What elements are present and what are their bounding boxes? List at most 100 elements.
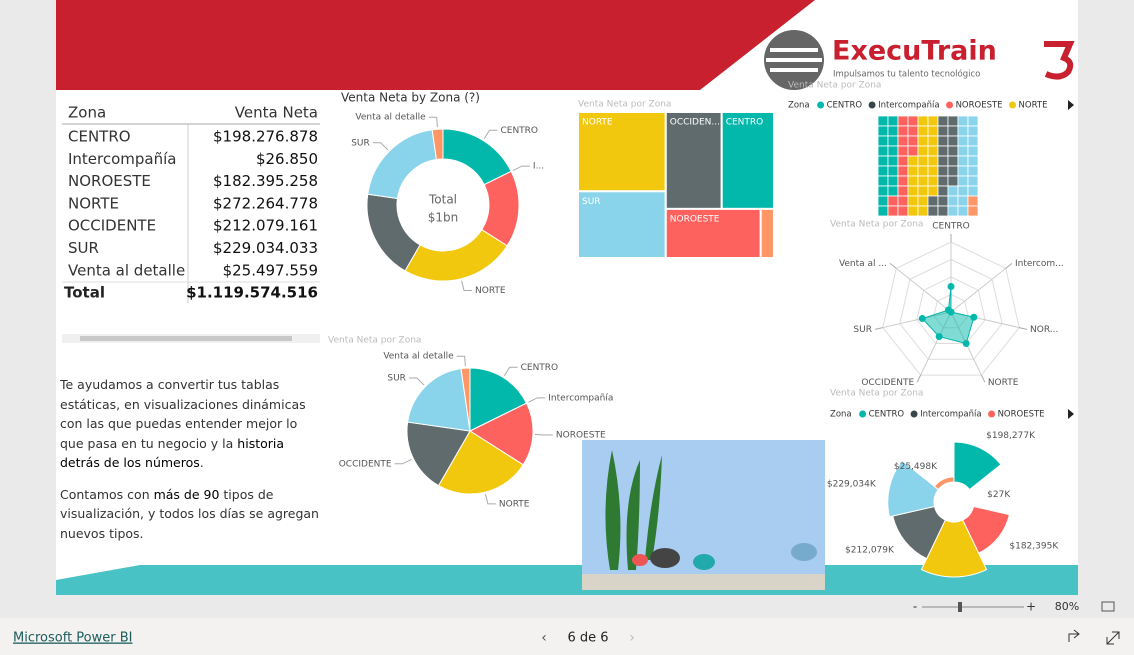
waffle-cell [947, 125, 959, 137]
slice-label: Venta al detalle [355, 113, 426, 123]
logo: ExecuTrain Impulsamos tu talento tecnoló… [764, 30, 1075, 90]
radar-point [947, 283, 955, 291]
waffle-cell [907, 185, 919, 197]
waffle-cell [957, 205, 969, 217]
center-label: Total [428, 193, 457, 207]
waffle-cell [897, 205, 909, 217]
axis-label: Venta al ... [839, 259, 887, 269]
waffle-cell [947, 145, 959, 157]
text-run: tipos de visualización, y todos los días… [60, 486, 319, 541]
tile [759, 207, 775, 259]
legend-next[interactable] [1068, 100, 1074, 110]
waffle-cell [937, 165, 949, 177]
waffle-cell [947, 205, 959, 217]
aquarium [582, 440, 825, 590]
row-label: Intercompañía [68, 150, 177, 168]
radar-ring [899, 258, 1003, 360]
legend-entry: CENTRO [869, 410, 905, 420]
leader-line [372, 142, 389, 151]
waffle-cell [937, 195, 949, 207]
waffle-cell [887, 135, 899, 147]
row-value: $272.264.778 [213, 194, 318, 212]
waffle-cell [967, 155, 979, 167]
waffle-cell [967, 165, 979, 177]
slice [460, 367, 471, 432]
row-value: $26.850 [256, 150, 318, 168]
fit-page[interactable] [1101, 601, 1115, 612]
legend-marker [988, 410, 996, 418]
waffle-cell [917, 185, 929, 197]
waffle-cell [877, 115, 889, 127]
waffle-cell [957, 125, 969, 137]
prev-page[interactable]: ‹ [541, 630, 547, 646]
waffle-cell [927, 195, 939, 207]
scrollbar[interactable] [62, 334, 320, 343]
waffle-cell [907, 125, 919, 137]
table: Zona Venta Neta [62, 104, 320, 303]
leader-line [408, 377, 425, 386]
leader-line [456, 355, 466, 367]
waffle-cell [927, 155, 939, 167]
legend-entry: NORTE [1019, 101, 1048, 111]
tile-label: NOROESTE [670, 214, 720, 224]
leader-line [485, 494, 496, 505]
tile [664, 111, 723, 210]
row-value: $198.276.878 [213, 128, 318, 146]
rose-sector [920, 519, 988, 578]
waffle-cell [937, 185, 949, 197]
waffle-cell [877, 125, 889, 137]
chart-title: Venta Neta por Zona [578, 100, 671, 110]
waffle-cell [887, 145, 899, 157]
paragraph: Contamos con más de 90 tipos de visualiz… [60, 485, 322, 544]
waffle-cell [907, 135, 919, 147]
slice-label: I... [533, 162, 544, 172]
next-page[interactable]: › [629, 630, 635, 646]
share-icon[interactable] [1068, 629, 1080, 642]
data-label: $198,277K [986, 431, 1036, 441]
waffle-cell [967, 135, 979, 147]
chart-title: Venta Neta por Zona [830, 220, 923, 230]
legend-next[interactable] [1068, 409, 1074, 419]
row-label: Venta al detalle [68, 261, 185, 279]
slice-label: Intercompañía [548, 393, 613, 403]
label-leader [916, 374, 922, 383]
slice-label: Venta al detalle [383, 352, 454, 362]
radar-point [944, 306, 952, 314]
waffle-cell [887, 115, 899, 127]
waffle-cell [947, 115, 959, 127]
tile [664, 207, 762, 259]
waffle-cell [967, 195, 979, 207]
app-link[interactable]: Microsoft Power BI [13, 631, 132, 646]
waffle-cell [947, 165, 959, 177]
waffle-cell [937, 175, 949, 187]
column-header: Zona [68, 104, 106, 122]
radar-ring [916, 276, 986, 345]
waffle-cell [877, 165, 889, 177]
legend-title: Zona [788, 101, 810, 111]
legend-marker [868, 101, 876, 109]
chart-title: Venta Neta por Zona [328, 336, 421, 346]
label-leader [1019, 327, 1028, 330]
waffle-cell [937, 115, 949, 127]
center-value: $1bn [428, 211, 459, 225]
waffle-cell [877, 185, 889, 197]
slice [431, 128, 444, 161]
waffle-cell [907, 205, 919, 217]
zoom-in[interactable]: + [1026, 600, 1036, 614]
waffle-cell [877, 205, 889, 217]
legend-entry: NOROESTE [956, 101, 1003, 111]
zoom-out[interactable]: - [913, 600, 917, 614]
slice-label: SUR [351, 138, 370, 148]
fullscreen-icon[interactable] [1106, 631, 1120, 645]
slice-label: NORTE [475, 286, 506, 296]
tile-label: NORTE [582, 118, 613, 128]
zoom-thumb[interactable] [958, 602, 962, 612]
waffle-cell [967, 175, 979, 187]
data-label: $229,034K [827, 480, 877, 490]
waffle-cell [917, 115, 929, 127]
waffle-cell [927, 125, 939, 137]
waffle-cell [917, 155, 929, 167]
leader-line [394, 458, 412, 465]
